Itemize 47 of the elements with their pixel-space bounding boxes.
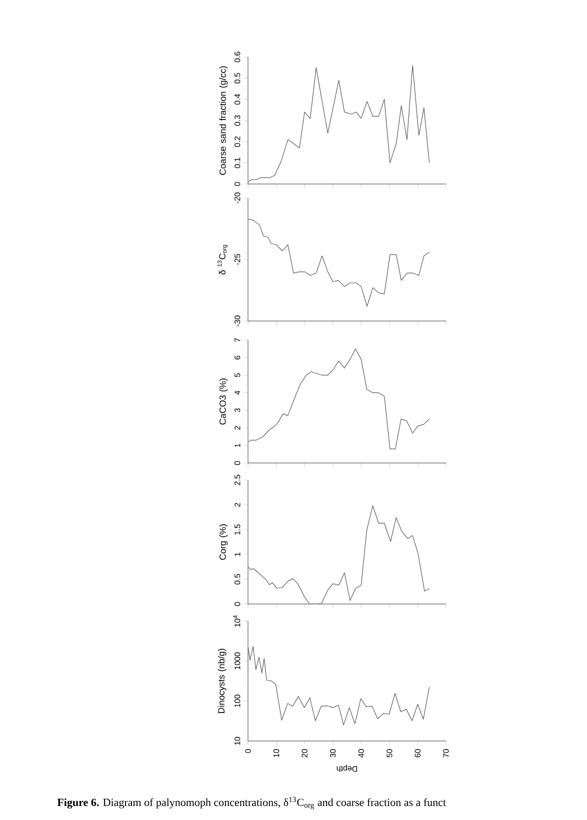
y-tick-label: -25 <box>234 254 240 265</box>
line-series <box>248 348 430 450</box>
y-axis-title: Corg (%) <box>219 524 228 560</box>
x-tick-label: 40 <box>358 749 364 758</box>
x-tick-label: 70 <box>443 749 449 758</box>
x-tick-label: 30 <box>330 749 336 758</box>
y-tick-label: 0.1 <box>234 158 240 168</box>
y-tick-label: 0.2 <box>234 136 240 147</box>
x-axis-title: Depth <box>336 764 358 772</box>
x-tick-label: 10 <box>273 749 280 758</box>
y-tick-label: 0.5 <box>234 72 240 84</box>
line-series <box>248 505 430 604</box>
y-tick-label: 1.5 <box>234 524 240 535</box>
y-tick-label: 1000 <box>234 652 240 670</box>
y-tick-label: 2.5 <box>234 474 240 486</box>
x-tick-label: 60 <box>414 749 421 758</box>
y-tick-label: 10$^{4}$ <box>233 615 240 627</box>
x-tick-label: 50 <box>386 749 392 758</box>
y-tick-label: 0 <box>234 461 240 465</box>
y-tick-label: 3 <box>234 408 240 412</box>
x-tick-label: 0 <box>245 749 251 753</box>
y-axis-title: Dinocysts (nb/g) <box>218 648 226 714</box>
y-tick-label: -20 <box>234 192 240 204</box>
y-tick-label: 0 <box>234 182 240 186</box>
y-axis-title: δ $^{13}$C$_{org}$ <box>217 244 228 275</box>
y-tick-label: 10 <box>234 736 240 745</box>
y-tick-label: 0.3 <box>234 115 240 126</box>
y-tick-label: 2 <box>234 426 240 430</box>
y-tick-label: 7 <box>234 338 240 342</box>
y-tick-label: 0 <box>234 602 240 606</box>
y-tick-label: 4 <box>234 390 240 395</box>
x-tick-label: 20 <box>302 749 308 758</box>
y-tick-label: -30 <box>234 316 240 326</box>
y-tick-label: 100 <box>234 694 240 708</box>
y-tick-label: 0.4 <box>234 94 240 105</box>
y-axis-title: Coarse sand fraction (g/cc) <box>219 66 228 175</box>
y-tick-label: 6 <box>234 356 240 360</box>
y-tick-label: 2 <box>234 502 240 507</box>
y-tick-label: 1 <box>234 444 240 448</box>
y-tick-label: 5 <box>234 373 240 378</box>
text: Figure 6. Diagram of palynomoph concentrations, δ$^{13}$C$_{org}$ and coarse fraction as a funct <box>57 796 446 810</box>
y-axis-title: CaCO3 (%) <box>219 378 228 425</box>
y-tick-label: 1 <box>234 552 240 556</box>
line-series <box>248 218 430 307</box>
y-tick-label: 0.6 <box>234 52 240 62</box>
line-series <box>248 646 430 726</box>
y-tick-label: 0.5 <box>234 574 240 584</box>
